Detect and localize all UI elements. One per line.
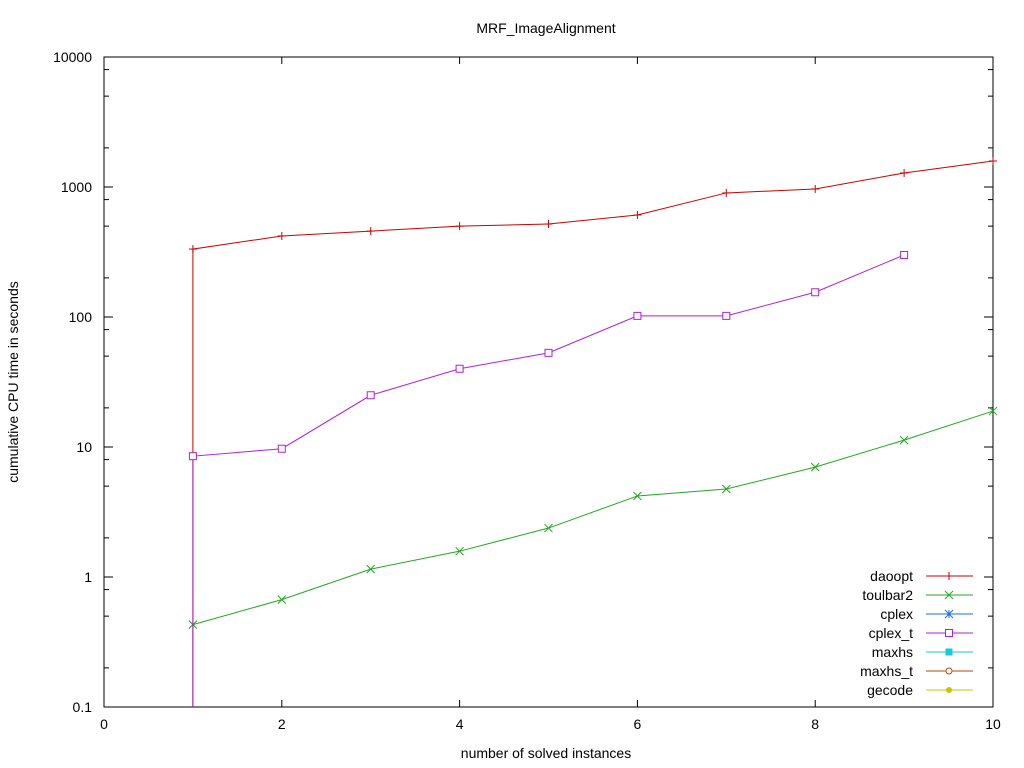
plot-axes: 0 2 4 6 8 10 0.1 1 10 100 1000 10000 bbox=[53, 49, 1001, 732]
x-tick-label: 8 bbox=[811, 716, 819, 732]
legend-item-maxhs: maxhs bbox=[872, 644, 973, 660]
legend-label: daoopt bbox=[870, 568, 913, 584]
y-tick-label: 10 bbox=[76, 439, 92, 455]
legend-item-toulbar2: toulbar2 bbox=[862, 587, 973, 603]
x-tick-label: 0 bbox=[100, 716, 108, 732]
legend-item-gecode: gecode bbox=[867, 682, 973, 698]
x-axis-label: number of solved instances bbox=[461, 745, 631, 761]
y-axis-label: cumulative CPU time in seconds bbox=[5, 281, 21, 483]
legend-label: cplex_t bbox=[869, 625, 913, 641]
y-tick-label: 0.1 bbox=[73, 699, 93, 715]
series-cplex_t bbox=[188, 250, 909, 707]
plot-series bbox=[188, 156, 998, 707]
x-tick-label: 10 bbox=[985, 716, 1001, 732]
x-tick-label: 2 bbox=[278, 716, 286, 732]
legend-item-cplex: cplex bbox=[880, 606, 973, 622]
legend-item-maxhs_t: maxhs_t bbox=[860, 663, 973, 679]
x-tick-label: 4 bbox=[456, 716, 464, 732]
y-tick-label: 100 bbox=[69, 309, 93, 325]
series-daoopt bbox=[188, 156, 997, 707]
series-toulbar2 bbox=[188, 406, 998, 707]
y-tick-label: 10000 bbox=[53, 49, 92, 65]
y-tick-label: 1000 bbox=[61, 179, 92, 195]
x-tick-label: 6 bbox=[634, 716, 642, 732]
legend-label: gecode bbox=[867, 682, 913, 698]
legend-label: maxhs_t bbox=[860, 663, 913, 679]
legend-item-cplex_t: cplex_t bbox=[869, 625, 973, 641]
legend-label: maxhs bbox=[872, 644, 913, 660]
legend-label: toulbar2 bbox=[862, 587, 913, 603]
y-tick-label: 1 bbox=[84, 569, 92, 585]
chart-title: MRF_ImageAlignment bbox=[476, 20, 615, 36]
legend-label: cplex bbox=[880, 606, 913, 622]
legend-item-daoopt: daoopt bbox=[870, 568, 973, 584]
